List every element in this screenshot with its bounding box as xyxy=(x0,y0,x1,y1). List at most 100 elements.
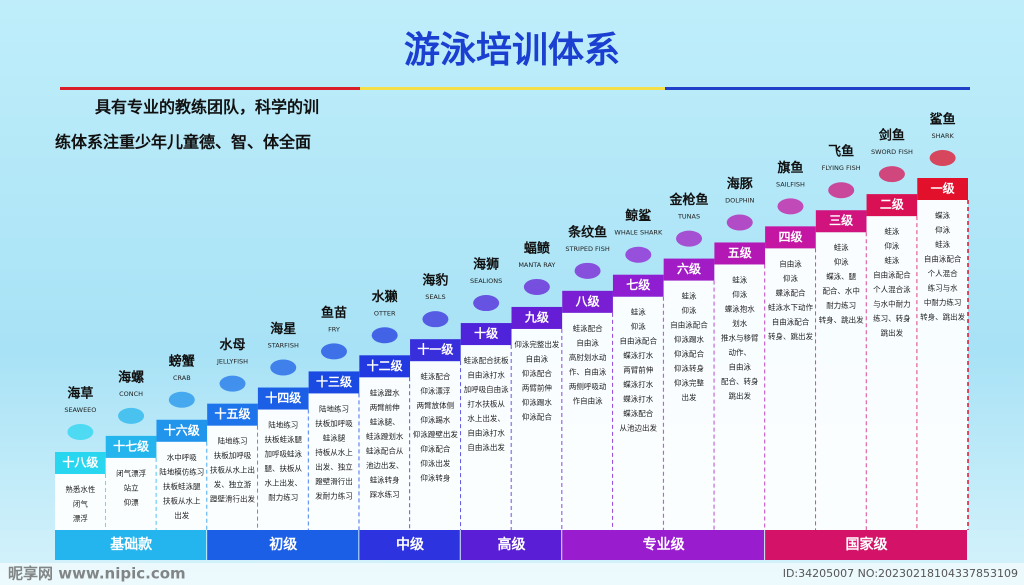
level-desc: 自由泳打水 xyxy=(467,370,505,380)
animal-en: SEAWEEO xyxy=(64,406,96,414)
level-box xyxy=(663,258,715,281)
step-body xyxy=(460,345,512,530)
level-desc: 作、自由泳 xyxy=(569,366,607,376)
level-desc: 练习、转身 xyxy=(873,313,911,323)
level-label: 十四级 xyxy=(265,390,301,405)
level-desc: 仰泳完整 xyxy=(674,378,704,388)
stage-label: 基础款 xyxy=(110,536,153,553)
level-label: 五级 xyxy=(728,245,752,260)
level-label: 十二级 xyxy=(367,358,403,373)
rule xyxy=(60,87,360,90)
level-desc: 仰泳 xyxy=(834,257,849,267)
level-desc: 发、独立游 xyxy=(214,479,252,489)
animal-en: SHARK xyxy=(932,132,955,140)
level-desc: 闭气漂浮 xyxy=(116,468,146,478)
level-label: 七级 xyxy=(626,277,650,292)
level-desc: 配合、水中 xyxy=(822,286,860,296)
animal-icon xyxy=(726,214,753,231)
step-body xyxy=(207,425,258,530)
level-desc: 仰泳转身 xyxy=(420,473,450,483)
stage-band xyxy=(765,530,967,560)
level-desc: 作自由泳 xyxy=(573,395,603,405)
animal-icon xyxy=(523,278,550,295)
animal-name: 鲸鲨 xyxy=(625,208,651,224)
level-desc: 两侧呼吸动 xyxy=(569,381,607,391)
animal-en: DOLPHIN xyxy=(725,196,754,204)
animal-name: 海草 xyxy=(67,386,93,402)
level-box xyxy=(765,226,816,249)
animal-en: SWORD FISH xyxy=(871,148,913,156)
level-desc: 池边出发、 xyxy=(366,460,404,470)
step-body xyxy=(156,441,208,530)
animal-name: 鱼苗 xyxy=(321,305,347,321)
level-desc: 出发 xyxy=(174,510,189,520)
level-label: 九级 xyxy=(524,309,549,324)
animal-name: 海螺 xyxy=(118,369,144,385)
step-body xyxy=(562,312,613,530)
animal-icon xyxy=(676,230,703,247)
tagline: 练体系注重少年儿童德、智、体全面 xyxy=(55,133,311,152)
animal-icon xyxy=(473,295,500,312)
level-desc: 蛙泳配合抚板 xyxy=(464,355,509,365)
stage-band xyxy=(359,530,460,560)
animal-en: CRAB xyxy=(173,374,191,382)
level-desc: 腿、扶板从 xyxy=(265,463,303,473)
animal-icon xyxy=(625,246,652,263)
animal-name: 海豹 xyxy=(422,273,448,289)
level-box xyxy=(410,339,461,362)
level-desc: 自由泳 xyxy=(526,353,549,363)
level-box xyxy=(55,452,106,474)
level-desc: 仰泳完整出发 xyxy=(514,339,559,349)
level-desc: 扶板加呼吸 xyxy=(315,418,353,428)
level-desc: 蛙泳蹬划水 xyxy=(366,431,404,441)
level-desc: 仰泳转身 xyxy=(674,363,704,373)
watermark-bar xyxy=(0,563,1024,585)
animal-icon xyxy=(574,262,601,279)
level-desc: 两臂前伸 xyxy=(522,382,552,392)
animal-en: STRIPED FISH xyxy=(565,245,609,253)
animal-en: JELLYFISH xyxy=(216,358,248,366)
step-body xyxy=(866,216,918,530)
level-desc: 蹬壁滑行出 xyxy=(315,476,353,486)
animal-en: MANTA RAY xyxy=(518,261,555,269)
stage-label: 专业级 xyxy=(643,536,686,553)
title: 游泳培训体系 xyxy=(404,30,620,71)
level-desc: 个人混合泳 xyxy=(873,284,911,294)
level-desc: 自由泳配合 xyxy=(924,254,962,264)
level-desc: 两臂前伸 xyxy=(370,402,400,412)
tagline: 具有专业的教练团队，科学的训 xyxy=(95,98,319,117)
level-label: 十八级 xyxy=(62,455,98,470)
level-desc: 耐力练习 xyxy=(268,492,298,502)
level-desc: 仰泳 xyxy=(935,225,950,235)
animal-en: OTTER xyxy=(374,309,396,317)
level-desc: 从池边出发 xyxy=(620,423,658,433)
animal-icon xyxy=(219,375,246,392)
level-label: 六级 xyxy=(677,261,701,276)
level-desc: 仰泳踢水 xyxy=(522,397,552,407)
level-desc: 蛙泳 xyxy=(682,291,697,301)
level-desc: 配合、转身 xyxy=(721,376,759,386)
level-desc: 转身、跳出发 xyxy=(920,312,965,322)
stage-label: 初级 xyxy=(269,536,298,553)
level-desc: 转身、跳出发 xyxy=(819,315,864,325)
level-desc: 动作、 xyxy=(729,347,752,357)
animal-name: 海豚 xyxy=(727,176,754,192)
step-body xyxy=(359,377,411,530)
level-label: 二级 xyxy=(880,197,904,212)
level-desc: 自由泳配合 xyxy=(670,320,708,330)
level-desc: 踩水练习 xyxy=(370,489,400,499)
level-desc: 扶板从水上出 xyxy=(210,465,255,475)
level-label: 十三级 xyxy=(316,374,352,389)
animal-icon xyxy=(371,327,398,344)
animal-icon xyxy=(320,343,347,360)
level-label: 十一级 xyxy=(417,342,453,357)
stage-band xyxy=(460,530,562,560)
level-box xyxy=(207,403,258,426)
level-label: 十七级 xyxy=(113,438,149,453)
level-desc: 蛙泳 xyxy=(884,255,899,265)
level-desc: 蝶泳打水 xyxy=(623,350,653,360)
animal-name: 旗鱼 xyxy=(777,160,803,176)
animal-en: FRY xyxy=(328,325,340,333)
level-desc: 仰泳踢水 xyxy=(420,415,450,425)
animal-name: 水母 xyxy=(220,337,246,353)
